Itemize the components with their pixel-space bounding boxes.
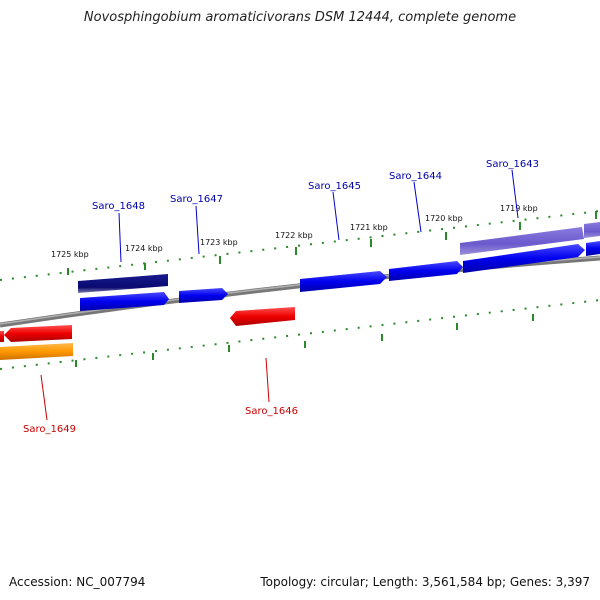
gene-label-saro-1647[interactable]: Saro_1647 — [170, 194, 223, 205]
gene-label-saro-1645[interactable]: Saro_1645 — [308, 181, 361, 192]
gene-label-saro-1643[interactable]: Saro_1643 — [486, 159, 539, 170]
gene-saro-1643[interactable] — [463, 244, 585, 273]
gene-saro-1647[interactable] — [179, 288, 228, 303]
gene-saro-1646[interactable] — [230, 307, 295, 326]
gene-saro-1645[interactable] — [300, 271, 387, 292]
gene-saro-1649[interactable] — [4, 325, 72, 342]
gene-prev-reverse[interactable] — [0, 331, 4, 342]
scale-label: 1722 kbp — [275, 231, 313, 240]
gene-next-forward[interactable] — [586, 241, 600, 256]
gene-saro-1648[interactable] — [80, 292, 169, 311]
outer-tick-track — [0, 210, 600, 281]
label-leaders — [40, 169, 519, 421]
gene-label-saro-1648[interactable]: Saro_1648 — [92, 201, 145, 212]
gene-purple-next[interactable] — [584, 222, 600, 238]
scale-label: 1719 kbp — [500, 204, 538, 213]
genome-title: Novosphingobium aromaticivorans DSM 1244… — [83, 10, 517, 25]
gene-saro-1648-dark[interactable] — [78, 274, 168, 293]
scale-label: 1723 kbp — [200, 238, 238, 247]
gene-orange[interactable] — [0, 343, 73, 360]
gene-saro-1643-purple[interactable] — [460, 227, 584, 255]
scale-label: 1724 kbp — [125, 244, 163, 253]
scale-label: 1725 kbp — [51, 250, 89, 259]
genome-stats-text: Topology: circular; Length: 3,561,584 bp… — [260, 575, 590, 589]
gene-saro-1644[interactable] — [389, 261, 463, 281]
gene-label-saro-1646[interactable]: Saro_1646 — [245, 406, 298, 417]
accession-text: Accession: NC_007794 — [9, 575, 146, 589]
scale-label: 1721 kbp — [350, 223, 388, 232]
gene-label-saro-1649[interactable]: Saro_1649 — [23, 424, 76, 435]
inner-tick-track — [0, 299, 600, 370]
gene-label-saro-1644[interactable]: Saro_1644 — [389, 171, 442, 182]
scale-label: 1720 kbp — [425, 214, 463, 223]
